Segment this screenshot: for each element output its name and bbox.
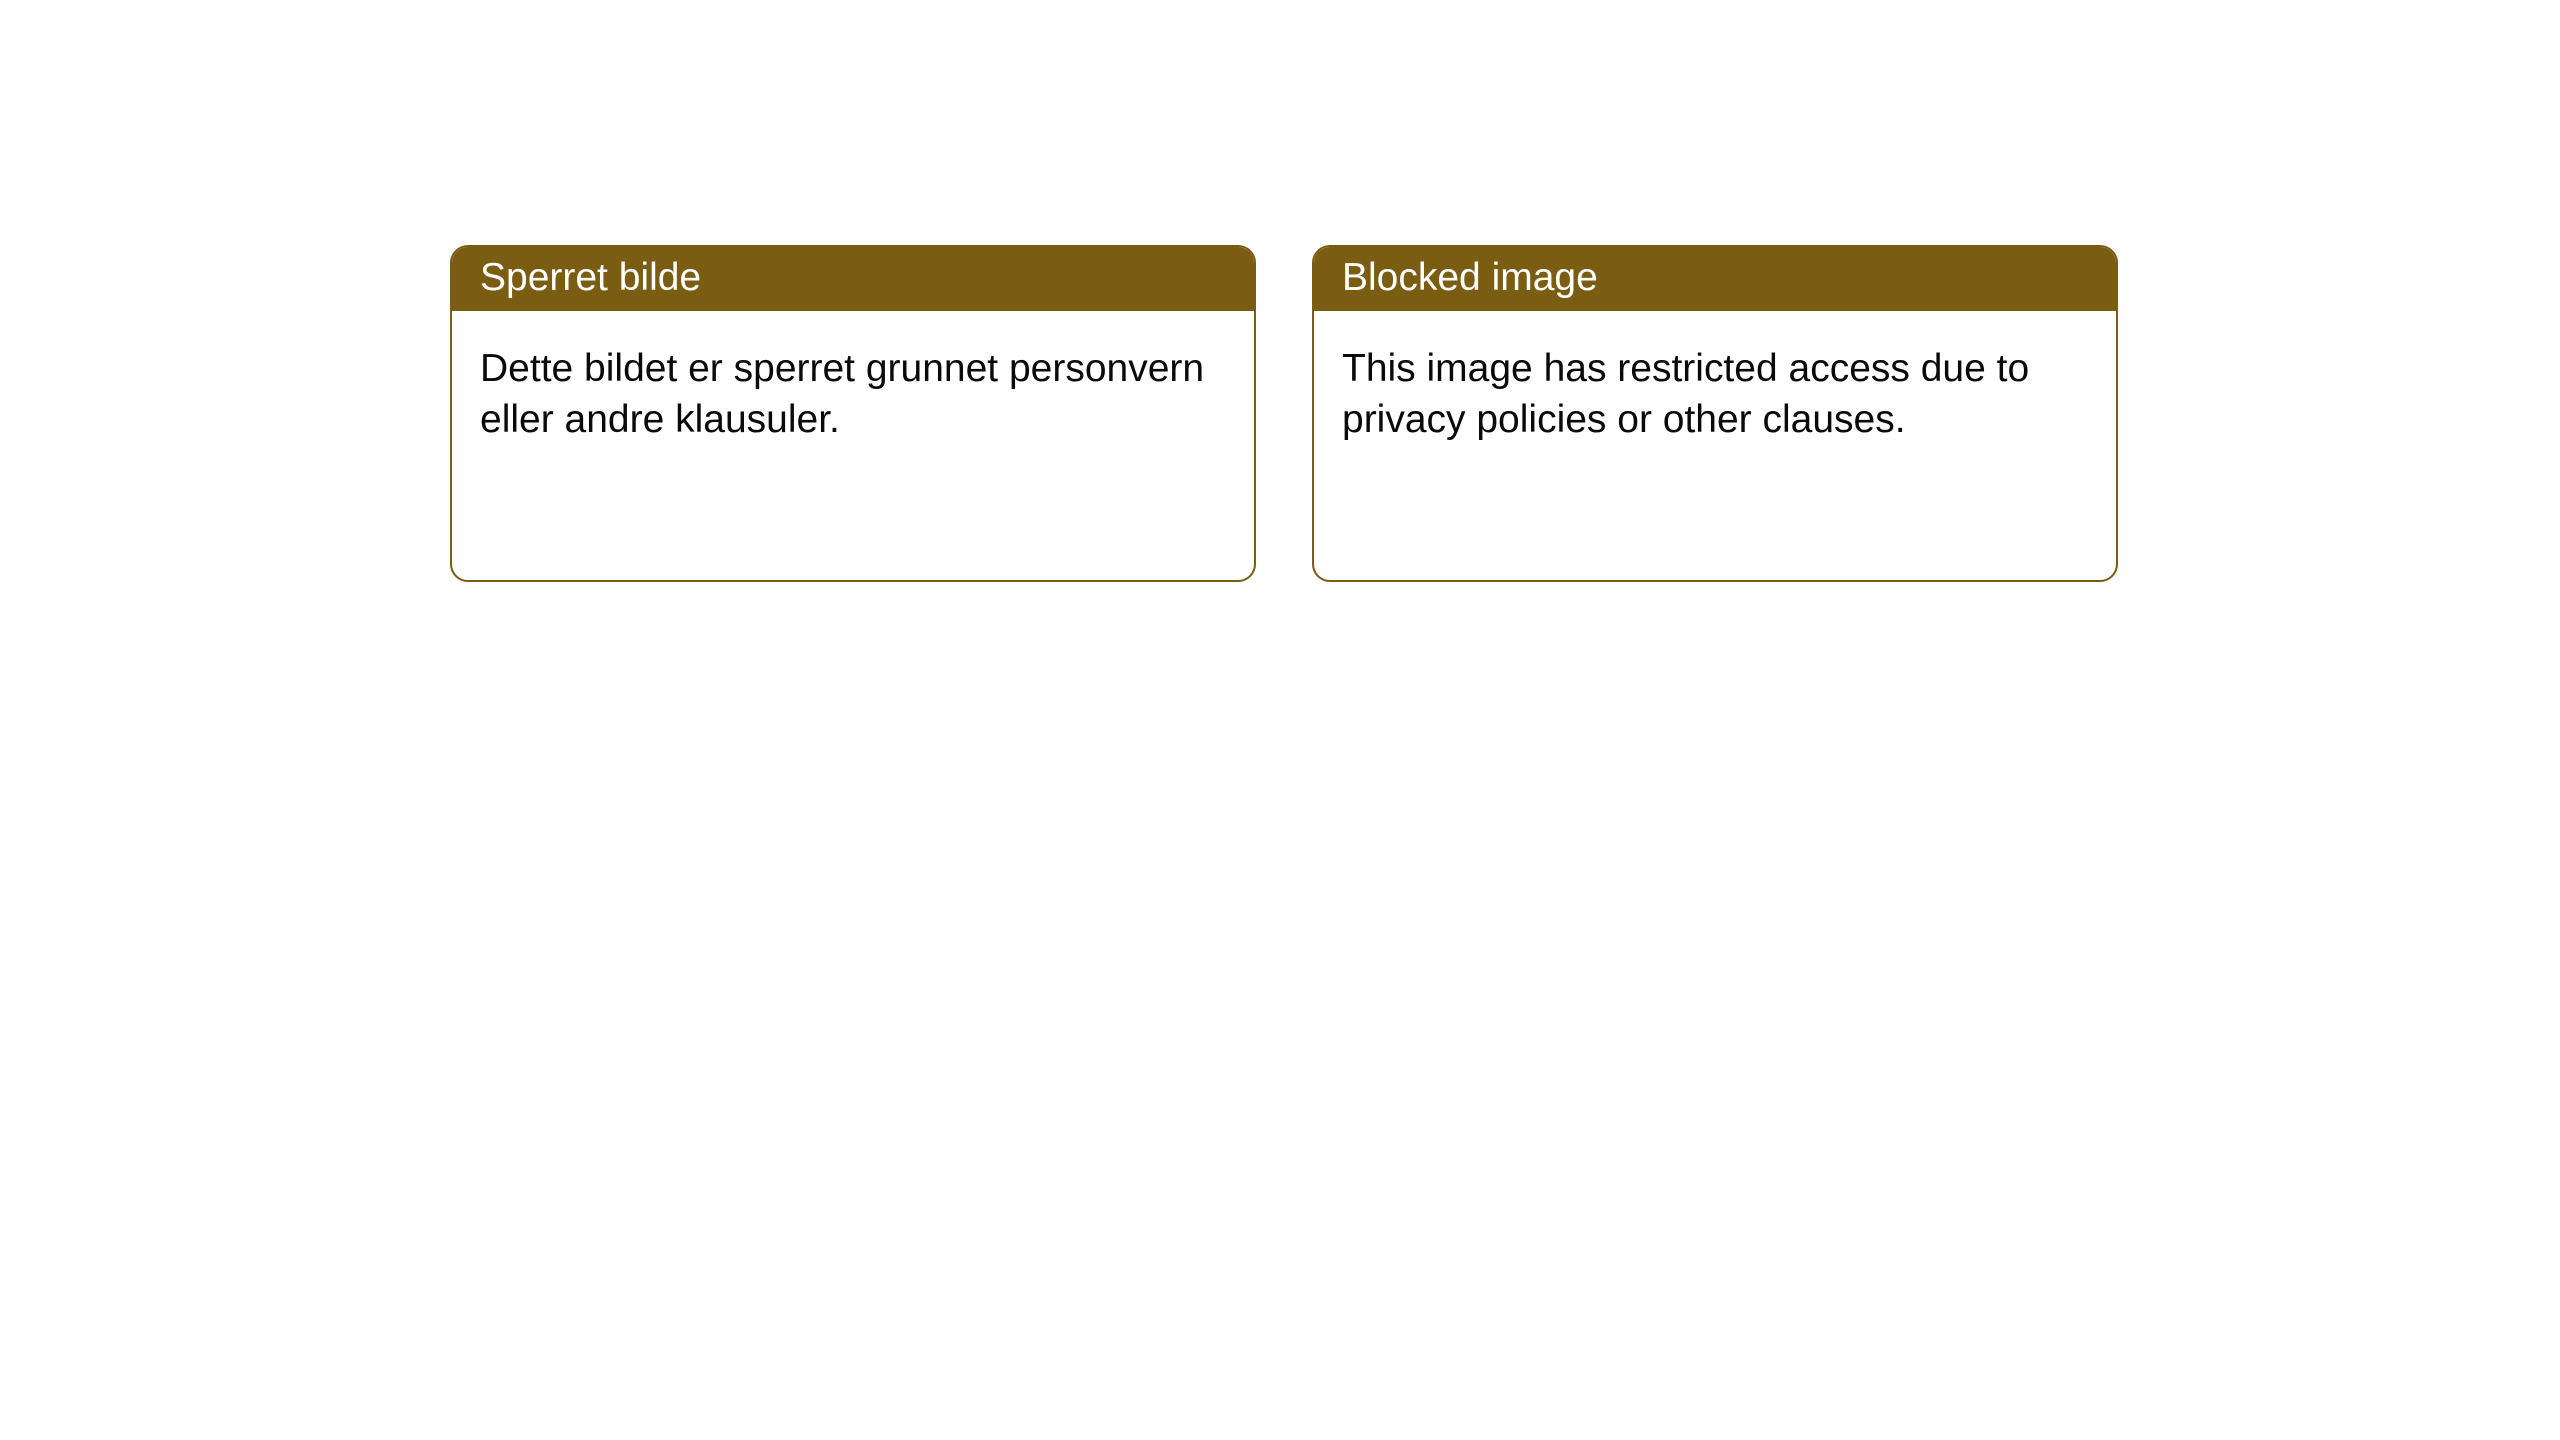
card-header: Sperret bilde <box>452 247 1254 311</box>
card-body: This image has restricted access due to … <box>1314 311 2116 478</box>
card-body: Dette bildet er sperret grunnet personve… <box>452 311 1254 478</box>
card-body-text: This image has restricted access due to … <box>1342 347 2029 441</box>
notice-card-english: Blocked image This image has restricted … <box>1312 245 2118 582</box>
notice-card-norwegian: Sperret bilde Dette bildet er sperret gr… <box>450 245 1256 582</box>
card-body-text: Dette bildet er sperret grunnet personve… <box>480 347 1204 441</box>
notice-cards-container: Sperret bilde Dette bildet er sperret gr… <box>0 0 2560 582</box>
card-header: Blocked image <box>1314 247 2116 311</box>
card-title: Blocked image <box>1342 256 1598 299</box>
card-title: Sperret bilde <box>480 256 701 299</box>
